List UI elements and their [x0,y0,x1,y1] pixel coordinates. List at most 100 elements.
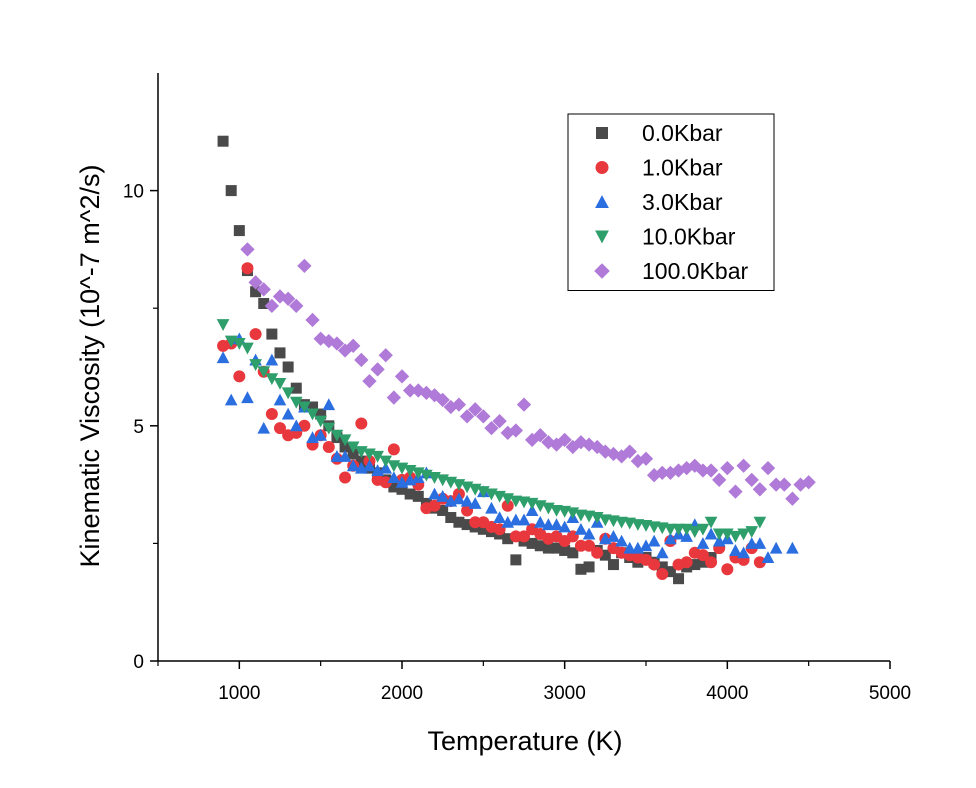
x-tick-label: 2000 [381,683,423,704]
series-100-0kbar [240,242,816,506]
data-point [371,450,384,463]
legend: 0.0Kbar 1.0Kbar 3.0Kbar 10.0Kbar 100.0Kbar [567,113,775,291]
data-point [622,444,637,459]
legend-label: 10.0Kbar [642,224,736,250]
data-point [575,563,587,575]
data-point [388,481,400,493]
data-point [435,392,450,408]
data-point [322,398,336,411]
data-point [697,556,709,568]
data-point [241,342,254,355]
series-3-0kbar [216,332,799,564]
data-point [696,523,710,536]
data-point [517,513,531,526]
data-point [689,559,701,571]
y-tick-label: 0 [133,652,144,673]
legend-marker [595,195,609,208]
data-point [307,401,319,413]
data-point [712,528,726,541]
data-point [502,533,514,545]
data-point [452,492,466,505]
data-point [526,537,538,549]
data-point [484,421,499,436]
data-point [476,409,491,424]
data-point [760,460,776,476]
data-point [501,499,514,512]
series-1-0kbar [217,262,766,580]
data-point [720,460,735,476]
data-point [329,336,345,351]
data-point [402,383,418,398]
legend-item: 1.0Kbar [595,155,723,181]
y-axis-title: Kinematic Viscosity (10^-7 m^2/s) [75,165,105,568]
data-point [378,348,393,363]
data-point [712,472,727,488]
data-point [346,459,360,472]
data-point [664,523,677,536]
data-point [315,408,327,420]
data-point [801,475,816,490]
data-point [510,554,522,566]
data-point [217,135,229,147]
data-point [257,366,271,379]
x-tick-label: 5000 [869,683,911,704]
data-point [729,530,742,543]
data-point [305,312,320,328]
data-point [559,544,571,556]
data-point [298,419,311,432]
data-point [306,408,319,421]
axes: 1000 2000 3000 4000 5000 0 5 10 [123,73,911,704]
data-point [274,422,286,435]
data-point [591,546,604,559]
y-tick-label: 5 [133,417,144,438]
data-point [411,383,426,398]
data-point [249,359,262,371]
data-point [769,541,783,554]
data-point [550,518,563,531]
data-point [412,490,424,502]
legend-marker [595,161,609,174]
data-point [248,275,263,290]
data-point [518,530,530,543]
x-tick-label: 4000 [706,683,748,704]
data-point [492,413,507,429]
data-point [445,512,457,524]
data-point [428,499,441,512]
data-point [687,458,702,473]
data-point [704,516,718,529]
data-point [354,352,369,368]
data-point [777,477,792,492]
data-point [461,519,473,531]
x-tick-label: 1000 [218,683,260,704]
data-point [599,549,611,561]
data-point [265,373,279,386]
data-point [460,494,474,507]
data-point [362,373,377,389]
data-point [696,537,710,549]
data-point [785,491,800,506]
data-point [249,328,262,341]
data-point [525,504,539,516]
data-point [240,242,255,257]
data-point [721,563,734,576]
data-point [443,399,458,415]
data-point [396,483,408,495]
data-point [468,497,482,509]
x-axis-title: Temperature (K) [427,726,622,756]
data-point [272,289,288,304]
data-point [468,402,483,417]
data-point [427,388,442,403]
data-point [647,534,661,547]
data-point [516,397,532,412]
data-point [225,185,237,197]
data-point [615,534,628,547]
data-point [493,511,506,524]
data-point [233,337,246,350]
data-point [753,516,767,529]
data-point [363,459,376,472]
data-point [567,547,579,559]
data-point [386,390,402,405]
legend-marker [594,263,610,279]
